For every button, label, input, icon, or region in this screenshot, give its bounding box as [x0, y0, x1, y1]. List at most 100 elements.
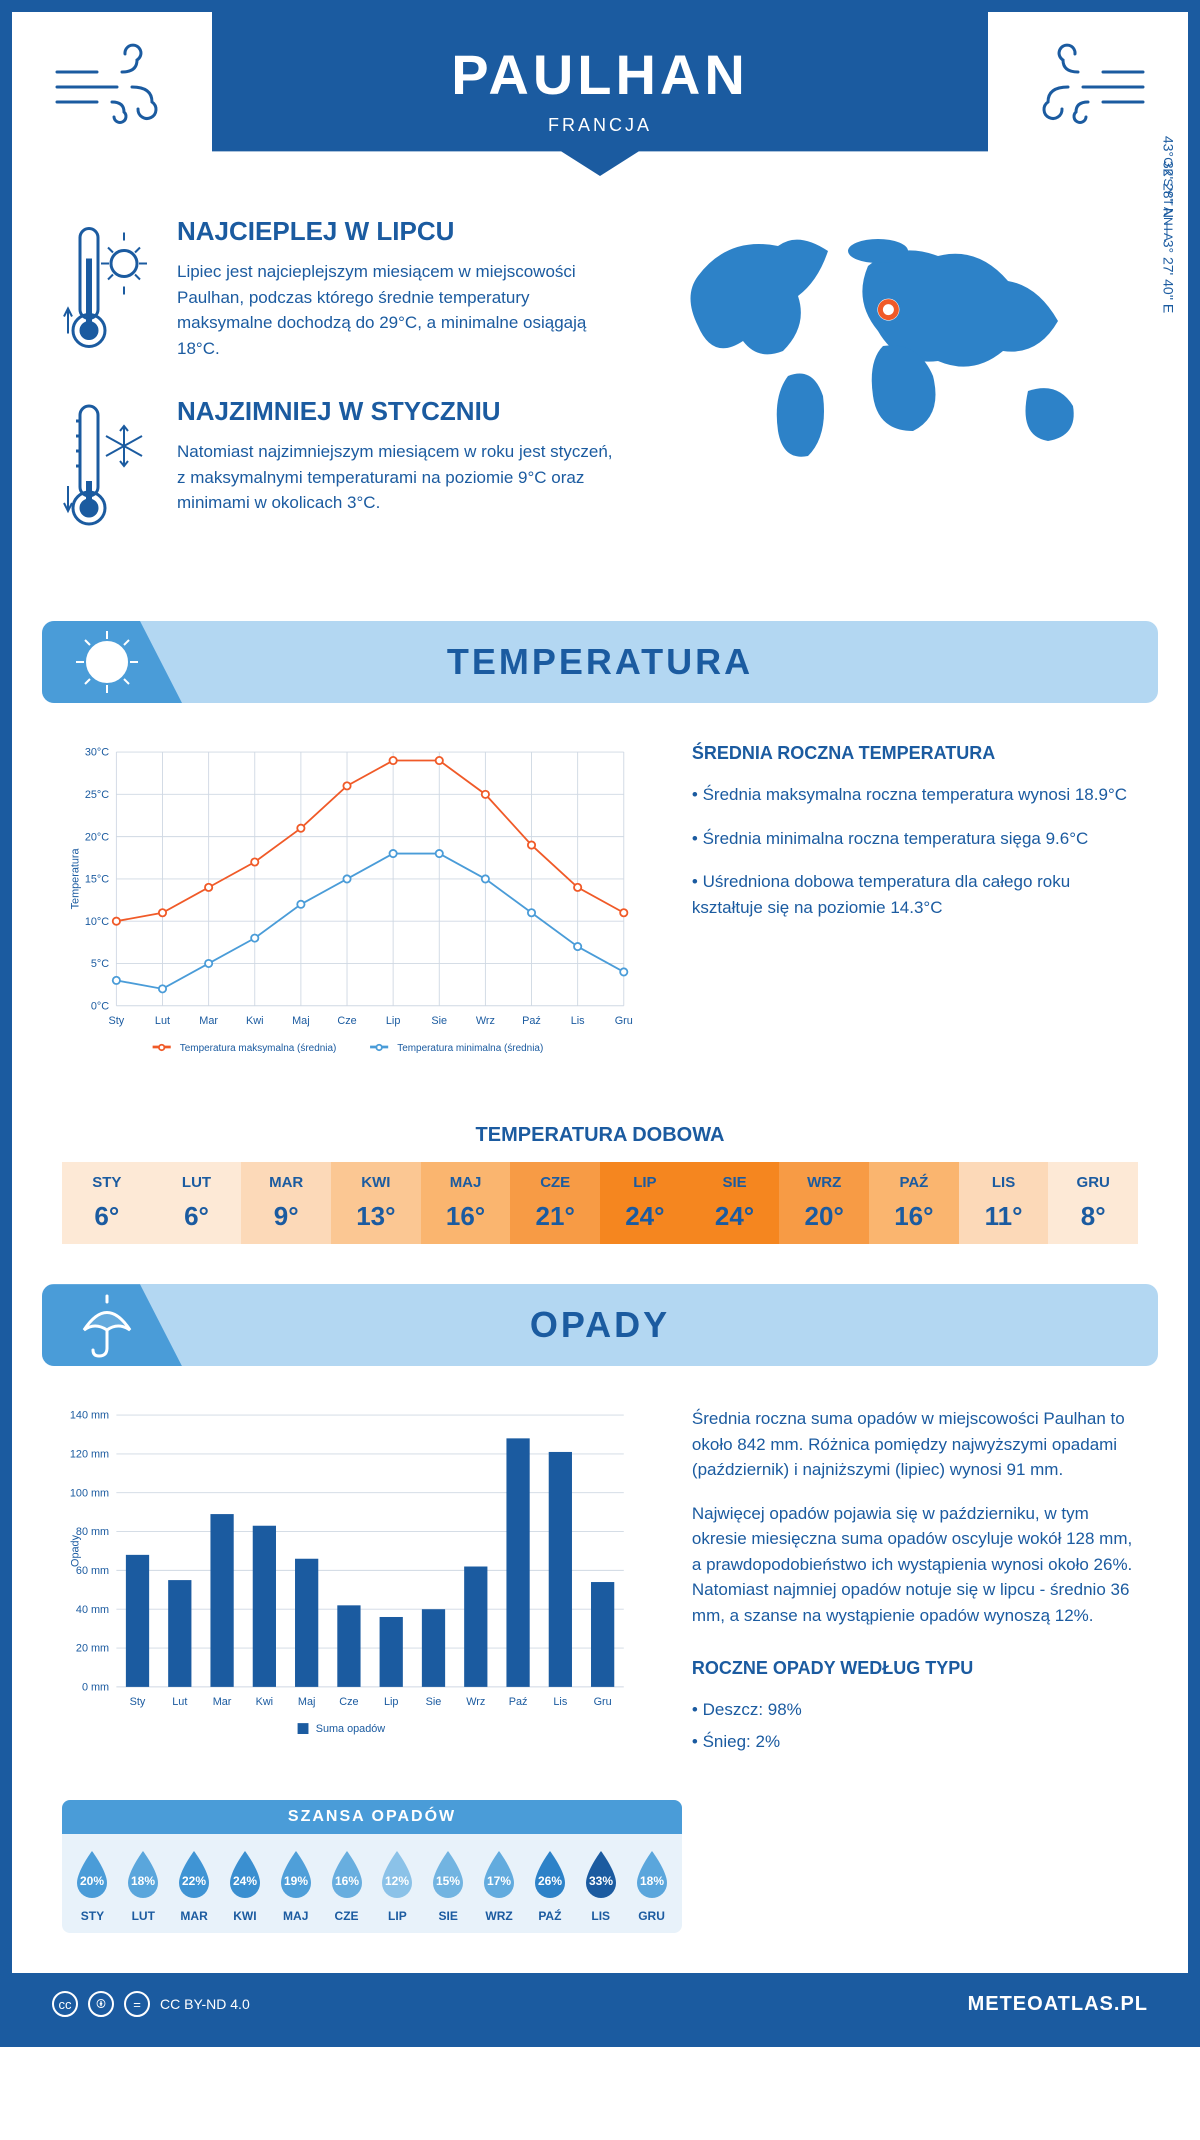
svg-text:16%: 16%	[335, 1874, 359, 1888]
chance-row: 20% STY 18% LUT 22% MAR 24% KWI 19% MAJ …	[62, 1834, 682, 1933]
precip-bytype-item: • Deszcz: 98%	[692, 1697, 1138, 1723]
svg-text:Gru: Gru	[594, 1696, 612, 1708]
chance-month: CZE	[321, 1909, 372, 1923]
temp-info-item: • Średnia maksymalna roczna temperatura …	[692, 782, 1138, 808]
svg-text:Lip: Lip	[384, 1696, 399, 1708]
svg-text:Kwi: Kwi	[246, 1015, 264, 1027]
temp-info-item: • Średnia minimalna roczna temperatura s…	[692, 826, 1138, 852]
country-name: FRANCJA	[232, 115, 968, 136]
svg-text:Opady: Opady	[69, 1535, 81, 1568]
svg-text:18%: 18%	[640, 1874, 664, 1888]
cold-text: Natomiast najzimniejszym miesiącem w rok…	[177, 439, 618, 516]
daily-month: MAR	[241, 1174, 331, 1191]
chance-month: WRZ	[474, 1909, 525, 1923]
daily-value: 11°	[959, 1201, 1049, 1232]
precip-bytype-item: • Śnieg: 2%	[692, 1729, 1138, 1755]
chance-title: SZANSA OPADÓW	[62, 1800, 682, 1834]
precip-section: 0 mm20 mm40 mm60 mm80 mm100 mm120 mm140 …	[12, 1386, 1188, 1780]
svg-text:Cze: Cze	[339, 1696, 358, 1708]
precip-info: Średnia roczna suma opadów w miejscowośc…	[692, 1406, 1138, 1760]
svg-text:5°C: 5°C	[91, 958, 109, 970]
intro-section: NAJCIEPLEJ W LIPCU Lipiec jest najcieple…	[12, 176, 1188, 601]
umbrella-icon	[72, 1290, 142, 1360]
svg-text:15%: 15%	[436, 1874, 460, 1888]
daily-month: GRU	[1048, 1174, 1138, 1191]
daily-month: WRZ	[779, 1174, 869, 1191]
svg-text:0°C: 0°C	[91, 1000, 109, 1012]
drop-icon: 24%	[224, 1849, 266, 1901]
chance-cell: 12% LIP	[372, 1849, 423, 1923]
chance-month: PAŹ	[524, 1909, 575, 1923]
svg-text:Paź: Paź	[522, 1015, 541, 1027]
daily-value: 16°	[869, 1201, 959, 1232]
daily-month: PAŹ	[869, 1174, 959, 1191]
daily-cell: PAŹ 16°	[869, 1162, 959, 1244]
svg-text:25°C: 25°C	[85, 789, 109, 801]
drop-icon: 15%	[427, 1849, 469, 1901]
daily-cell: LUT 6°	[152, 1162, 242, 1244]
drop-icon: 20%	[71, 1849, 113, 1901]
svg-text:Lis: Lis	[553, 1696, 567, 1708]
svg-text:Sie: Sie	[431, 1015, 447, 1027]
daily-value: 6°	[62, 1201, 152, 1232]
svg-text:Lis: Lis	[571, 1015, 585, 1027]
svg-text:17%: 17%	[487, 1874, 511, 1888]
chance-month: MAR	[169, 1909, 220, 1923]
chance-cell: 18% GRU	[626, 1849, 677, 1923]
brand: METEOATLAS.PL	[968, 1993, 1148, 2016]
svg-text:Wrz: Wrz	[466, 1696, 485, 1708]
daily-month: LUT	[152, 1174, 242, 1191]
daily-cell: CZE 21°	[510, 1162, 600, 1244]
daily-month: KWI	[331, 1174, 421, 1191]
daily-cell: MAJ 16°	[421, 1162, 511, 1244]
drop-icon: 33%	[580, 1849, 622, 1901]
svg-text:Mar: Mar	[213, 1696, 232, 1708]
svg-text:20°C: 20°C	[85, 831, 109, 843]
svg-text:100 mm: 100 mm	[70, 1488, 109, 1500]
svg-text:Temperatura: Temperatura	[69, 847, 81, 909]
svg-text:Paź: Paź	[509, 1696, 528, 1708]
daily-cell: MAR 9°	[241, 1162, 331, 1244]
daily-table: STY 6°LUT 6°MAR 9°KWI 13°MAJ 16°CZE 21°L…	[62, 1162, 1138, 1244]
chance-month: LUT	[118, 1909, 169, 1923]
daily-value: 6°	[152, 1201, 242, 1232]
temp-section: 0°C5°C10°C15°C20°C25°C30°CStyLutMarKwiMa…	[12, 723, 1188, 1094]
section-title-precip: OPADY	[62, 1304, 1138, 1346]
intro-left: NAJCIEPLEJ W LIPCU Lipiec jest najcieple…	[62, 216, 618, 571]
daily-cell: KWI 13°	[331, 1162, 421, 1244]
svg-text:20%: 20%	[80, 1874, 104, 1888]
city-name: PAULHAN	[232, 42, 968, 107]
svg-text:Mar: Mar	[199, 1015, 218, 1027]
footer: cc 🅯 = CC BY-ND 4.0 METEOATLAS.PL	[12, 1973, 1188, 2035]
chance-wrap: SZANSA OPADÓW 20% STY 18% LUT 22% MAR 24…	[62, 1800, 682, 1933]
svg-text:10°C: 10°C	[85, 916, 109, 928]
svg-text:15°C: 15°C	[85, 874, 109, 886]
drop-icon: 22%	[173, 1849, 215, 1901]
svg-text:26%: 26%	[538, 1874, 562, 1888]
svg-text:Temperatura maksymalna (średni: Temperatura maksymalna (średnia)	[180, 1043, 337, 1054]
precip-para1: Średnia roczna suma opadów w miejscowośc…	[692, 1406, 1138, 1483]
license-text: CC BY-ND 4.0	[160, 1996, 250, 2012]
svg-text:33%: 33%	[589, 1874, 613, 1888]
chance-cell: 22% MAR	[169, 1849, 220, 1923]
svg-text:Suma opadów: Suma opadów	[316, 1723, 386, 1735]
temp-info-item: • Uśredniona dobowa temperatura dla całe…	[692, 869, 1138, 920]
chance-cell: 26% PAŹ	[524, 1849, 575, 1923]
chance-month: LIS	[575, 1909, 626, 1923]
svg-text:Kwi: Kwi	[256, 1696, 274, 1708]
chance-cell: 16% CZE	[321, 1849, 372, 1923]
svg-text:Temperatura minimalna (średnia: Temperatura minimalna (średnia)	[397, 1043, 543, 1054]
svg-text:19%: 19%	[284, 1874, 308, 1888]
drop-icon: 12%	[376, 1849, 418, 1901]
temp-info: ŚREDNIA ROCZNA TEMPERATURA • Średnia mak…	[692, 743, 1138, 1074]
daily-value: 13°	[331, 1201, 421, 1232]
svg-text:Lut: Lut	[172, 1696, 187, 1708]
daily-title: TEMPERATURA DOBOWA	[12, 1124, 1188, 1147]
svg-text:Lut: Lut	[155, 1015, 170, 1027]
svg-text:Maj: Maj	[292, 1015, 310, 1027]
svg-text:24%: 24%	[233, 1874, 257, 1888]
cc-icon: cc	[52, 1991, 78, 2017]
daily-month: SIE	[690, 1174, 780, 1191]
drop-icon: 26%	[529, 1849, 571, 1901]
daily-cell: LIS 11°	[959, 1162, 1049, 1244]
